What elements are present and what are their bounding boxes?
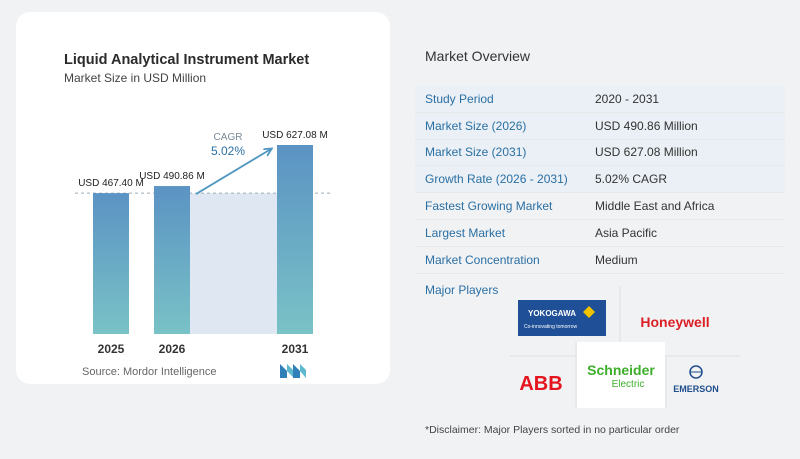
overview-row-fastest-growing: Fastest Growing Market Middle East and A…: [415, 193, 785, 220]
schneider-name: Schneider: [587, 362, 655, 378]
x-axis-tick-label: 2031: [282, 342, 309, 356]
honeywell-logo: Honeywell: [640, 314, 709, 330]
overview-row-concentration: Market Concentration Medium: [415, 247, 785, 274]
cagr-label: CAGR: [214, 132, 243, 143]
chart-title: Liquid Analytical Instrument Market: [64, 52, 310, 68]
chart-subtitle: Market Size in USD Million: [64, 71, 207, 85]
overview-value: Asia Pacific: [595, 225, 658, 240]
source-text: Source: Mordor Intelligence: [82, 366, 217, 378]
overview-label: Market Size (2026): [425, 118, 527, 133]
overview-label: Market Size (2031): [425, 145, 527, 160]
overview-value: Middle East and Africa: [595, 199, 715, 214]
schneider-sub: Electric: [612, 379, 645, 390]
overview-label: Growth Rate (2026 - 2031): [425, 172, 568, 187]
overview-row-market-size-2026: Market Size (2026) USD 490.86 Million: [415, 112, 785, 140]
yokogawa-diamond-icon: [583, 306, 595, 318]
market-overview-table: Study Period 2020 - 2031 Market Size (20…: [415, 86, 785, 274]
overview-label: Market Concentration: [425, 252, 540, 267]
overview-row-market-size-2031: Market Size (2031) USD 627.08 Million: [415, 139, 785, 167]
overview-label: Largest Market: [425, 225, 506, 240]
bar-value-label: USD 467.40 M: [78, 178, 144, 189]
emerson-name: EMERSON: [673, 384, 719, 394]
major-players-label: Major Players: [425, 283, 499, 297]
bar-2025: [93, 193, 129, 334]
major-players-logos: YOKOGAWA Co-innovating tomorrow Honeywel…: [510, 286, 740, 408]
disclaimer-text: *Disclaimer: Major Players sorted in no …: [425, 424, 680, 436]
overview-value: 2020 - 2031: [595, 91, 660, 106]
yokogawa-logo: YOKOGAWA Co-innovating tomorrow: [518, 300, 606, 336]
overview-value: Medium: [595, 252, 638, 267]
emerson-logo: EMERSON: [673, 365, 719, 394]
overview-value: USD 627.08 Million: [595, 145, 698, 160]
overview-row-study-period: Study Period 2020 - 2031: [415, 86, 785, 113]
bar-value-label: USD 490.86 M: [139, 171, 205, 182]
projection-area: [190, 193, 277, 334]
overview-value: 5.02% CAGR: [595, 172, 668, 187]
overview-label: Study Period: [425, 91, 494, 106]
overview-value: USD 490.86 Million: [595, 118, 698, 133]
yokogawa-tagline: Co-innovating tomorrow: [524, 324, 577, 330]
overview-label: Fastest Growing Market: [425, 199, 553, 214]
overview-row-growth-rate: Growth Rate (2026 - 2031) 5.02% CAGR: [415, 166, 785, 194]
overview-row-largest-market: Largest Market Asia Pacific: [415, 220, 785, 247]
bar-2031: [277, 145, 313, 334]
bar-value-label: USD 627.08 M: [262, 130, 328, 141]
abb-logo: ABB: [519, 373, 562, 395]
cagr-arrow: [195, 149, 271, 195]
market-size-chart: USD 467.40 M 2025 USD 490.86 M 2026 USD 627.…: [75, 130, 330, 356]
bar-2026: [154, 186, 190, 334]
cagr-value: 5.02%: [211, 144, 245, 158]
mordor-intelligence-logo-icon: [280, 364, 306, 378]
x-axis-tick-label: 2025: [98, 342, 125, 356]
yokogawa-name: YOKOGAWA: [528, 309, 576, 318]
market-overview-title: Market Overview: [425, 48, 531, 64]
x-axis-tick-label: 2026: [159, 342, 186, 356]
schneider-electric-logo: Schneider Electric: [577, 342, 665, 408]
